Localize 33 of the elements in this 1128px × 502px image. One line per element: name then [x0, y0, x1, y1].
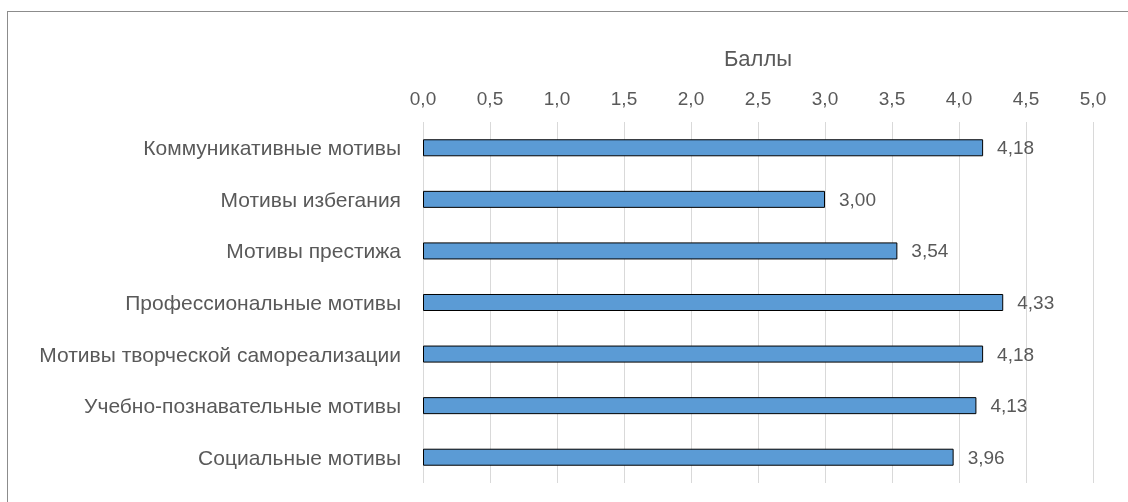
y-tick-label: Мотивы избегания — [220, 187, 401, 211]
bar — [423, 345, 984, 363]
x-tick-label: 3,0 — [811, 88, 839, 109]
x-tick-label: 4,0 — [945, 88, 973, 109]
data-label: 3,54 — [911, 240, 949, 262]
x-tick-label: 0,0 — [409, 88, 437, 109]
bar — [423, 139, 984, 157]
bar — [423, 190, 825, 208]
data-label: 3,96 — [967, 446, 1005, 468]
y-tick-label: Социальные мотивы — [198, 445, 401, 469]
x-tick-label: 2,0 — [677, 88, 705, 109]
bar — [423, 293, 1004, 312]
data-label: 4,33 — [1017, 292, 1055, 313]
data-label: 4,18 — [997, 137, 1035, 159]
x-tick-label: 3,5 — [878, 88, 906, 109]
x-tick-label: 5,0 — [1079, 88, 1107, 109]
x-axis-title: Баллы — [723, 45, 793, 71]
y-tick-label: Профессиональные мотивы — [125, 291, 401, 314]
y-tick-label: Мотивы творческой самореализации — [39, 342, 401, 366]
y-tick-label: Мотивы престижа — [226, 239, 402, 263]
x-tick-label: 4,5 — [1012, 88, 1040, 109]
x-tick-label: 1,0 — [543, 88, 571, 109]
bar — [423, 242, 898, 260]
x-tick-label: 0,5 — [476, 88, 504, 109]
data-label: 3,00 — [839, 188, 876, 210]
data-label: 4,18 — [997, 343, 1035, 365]
y-tick-label: Учебно-познавательные мотивы — [84, 394, 401, 418]
data-label: 4,13 — [990, 395, 1028, 417]
x-tick-label: 2,5 — [744, 88, 772, 109]
y-tick-label: Коммуникативные мотивы — [143, 136, 401, 160]
bar — [423, 448, 954, 466]
x-tick-label: 1,5 — [610, 88, 638, 109]
bar — [423, 397, 977, 415]
